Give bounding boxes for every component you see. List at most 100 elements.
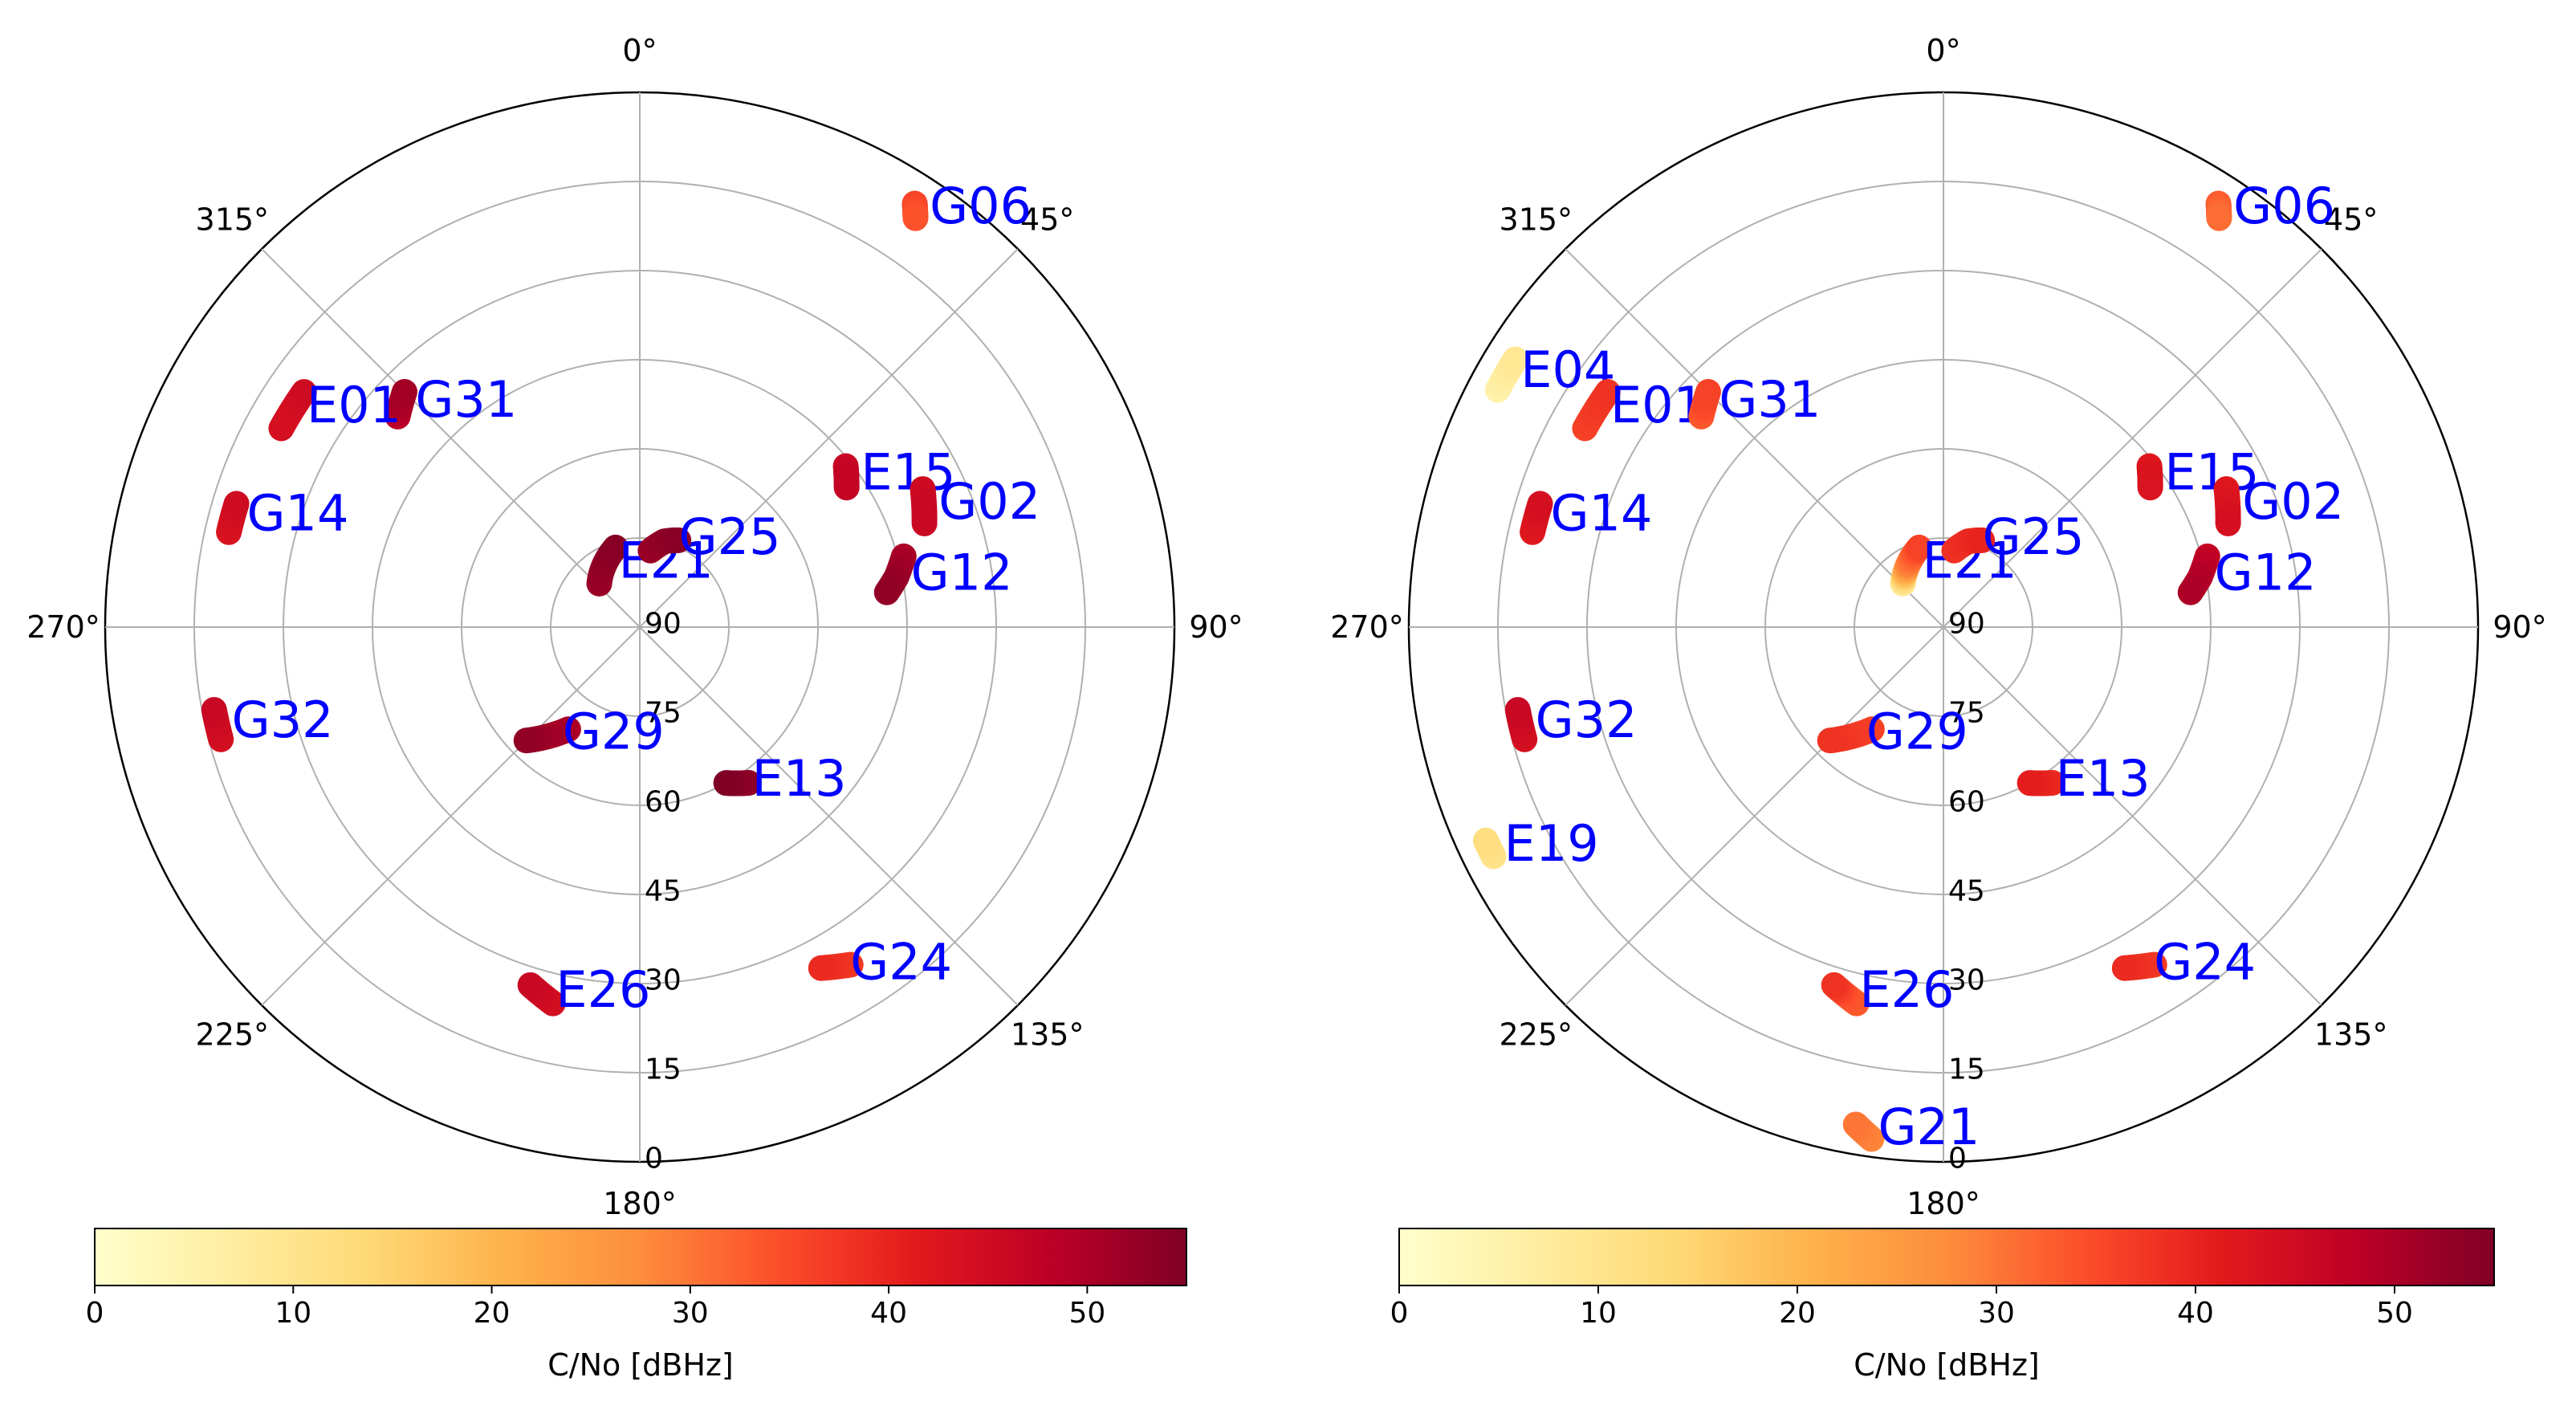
- colorbar-title: C/No [dBHz]: [547, 1347, 733, 1383]
- satellite-point: [902, 205, 929, 231]
- satellite-point: [713, 770, 739, 797]
- satellite-track-E13: E13: [713, 749, 847, 808]
- colorbar-gradient: [94, 1228, 1187, 1286]
- elevation-tick-label: 45: [645, 875, 682, 908]
- satellite-track-G02: G02: [910, 472, 1040, 536]
- satellite-label: G21: [1878, 1098, 1980, 1156]
- satellite-track-G14: G14: [1520, 484, 1652, 545]
- satellite-label: G32: [1536, 691, 1638, 749]
- elevation-tick-label: 75: [645, 697, 682, 730]
- elevation-tick-label: 15: [1948, 1053, 1985, 1086]
- elevation-tick-label: 0: [645, 1143, 663, 1175]
- satellite-point: [2016, 770, 2043, 797]
- elevation-tick-label: 0: [1948, 1143, 1967, 1175]
- satellite-label: G29: [563, 703, 665, 761]
- satellite-label: G02: [2242, 472, 2344, 531]
- satellite-track-G21: G21: [1842, 1098, 1980, 1156]
- colorbar-tick-label: 50: [1068, 1297, 1105, 1330]
- elevation-tick-label: 60: [645, 786, 682, 819]
- colorbar-tick-label: 10: [275, 1297, 311, 1330]
- elevation-tick-label: 45: [1948, 875, 1985, 908]
- satellite-point: [517, 972, 543, 998]
- colorbar-tick-label: 50: [2376, 1297, 2413, 1330]
- satellite-track-G31: G31: [385, 370, 517, 430]
- satellite-track-G32: G32: [201, 691, 334, 752]
- azimuth-tick-label: 315°: [196, 202, 270, 237]
- satellite-label: E13: [2056, 749, 2151, 808]
- colorbar: 0 10 20 30 40 50 C/No [dBHz]: [86, 1228, 1187, 1383]
- satellite-point: [2177, 579, 2204, 605]
- satellite-label: G12: [911, 543, 1013, 601]
- azimuth-gridline: [261, 248, 641, 628]
- azimuth-tick-label: 90°: [1189, 609, 1243, 645]
- satellite-track-E26: E26: [1821, 960, 1955, 1019]
- satellite-point: [911, 510, 938, 536]
- satellite-label: G29: [1866, 703, 1968, 761]
- satellite-point: [602, 534, 629, 560]
- azimuth-tick-label: 225°: [1500, 1017, 1573, 1053]
- colorbar-tick-label: 20: [1779, 1297, 1816, 1330]
- colorbar-tick-label: 30: [672, 1297, 709, 1330]
- satellite-point: [513, 727, 539, 754]
- satellite-label: G14: [247, 484, 349, 543]
- azimuth-tick-label: 225°: [196, 1017, 270, 1053]
- satellite-point: [2137, 475, 2163, 501]
- satellite-point: [1527, 491, 1553, 517]
- azimuth-tick-label: 270°: [26, 609, 100, 645]
- azimuth-tick-label: 315°: [1500, 202, 1573, 237]
- satellite-label: G12: [2215, 543, 2317, 601]
- satellite-track-G06: G06: [2205, 177, 2335, 235]
- azimuth-tick-label: 180°: [603, 1186, 677, 1221]
- azimuth-tick-label: 90°: [2493, 609, 2546, 645]
- satellite-track-G25: G25: [1941, 507, 2085, 566]
- colorbar-tick-label: 10: [1580, 1297, 1617, 1330]
- azimuth-tick-label: 135°: [2314, 1017, 2388, 1053]
- satellite-label: E15: [861, 442, 955, 501]
- satellite-label: E26: [555, 960, 650, 1019]
- satellite-point: [873, 579, 900, 605]
- satellite-label: G06: [930, 177, 1032, 235]
- satellite-track-E13: E13: [2016, 749, 2151, 808]
- satellite-point: [2206, 205, 2232, 231]
- colorbar-tick-label: 30: [1978, 1297, 2015, 1330]
- satellite-label: G14: [1551, 484, 1653, 543]
- satellite-track-G32: G32: [1504, 691, 1638, 752]
- satellite-track-G06: G06: [901, 177, 1032, 235]
- satellite-label: G25: [1983, 507, 2085, 566]
- satellite-track-G29: G29: [513, 703, 665, 761]
- satellite-label: G06: [2233, 177, 2335, 235]
- satellite-label: G31: [1719, 370, 1821, 429]
- elevation-tick-label: 90: [1948, 608, 1985, 641]
- satellite-track-E01: E01: [1572, 376, 1705, 442]
- satellite-point: [1502, 346, 1528, 373]
- satellite-point: [1472, 827, 1499, 854]
- satellite-label: G24: [850, 932, 952, 991]
- satellite-point: [1594, 379, 1621, 405]
- satellite-point: [1695, 378, 1721, 405]
- satellite-point: [1906, 534, 1932, 560]
- satellite-point: [665, 527, 692, 553]
- satellite-track-G12: G12: [873, 543, 1013, 605]
- satellite-point: [201, 697, 227, 723]
- satellite-track-G24: G24: [2111, 932, 2256, 991]
- polar-chart-1: 0° 45° 90° 135° 180° 225° 270° 315° 90 75 60 45 30 15…: [26, 33, 1243, 1221]
- satellite-track-E15: E15: [2136, 442, 2260, 501]
- azimuth-gridline: [639, 248, 1019, 628]
- colorbar-tick-label: 20: [474, 1297, 511, 1330]
- elevation-tick-label: 30: [645, 964, 682, 997]
- satellite-track-G29: G29: [1817, 703, 1968, 761]
- satellite-label: E15: [2164, 442, 2259, 501]
- satellite-track-G25: G25: [637, 507, 781, 566]
- elevation-tick-label: 15: [645, 1053, 682, 1086]
- azimuth-tick-label: 0°: [1926, 33, 1960, 68]
- elevation-tick-label: 75: [1948, 697, 1985, 730]
- satellite-point: [291, 379, 317, 405]
- satellite-point: [808, 955, 834, 981]
- colorbar-title: C/No [dBHz]: [1854, 1347, 2039, 1383]
- azimuth-tick-label: 135°: [1011, 1017, 1085, 1053]
- azimuth-gridline: [1943, 248, 2322, 628]
- satellite-point: [1504, 697, 1531, 723]
- satellite-label: E13: [752, 749, 847, 808]
- elevation-tick-label: 30: [1948, 964, 1985, 997]
